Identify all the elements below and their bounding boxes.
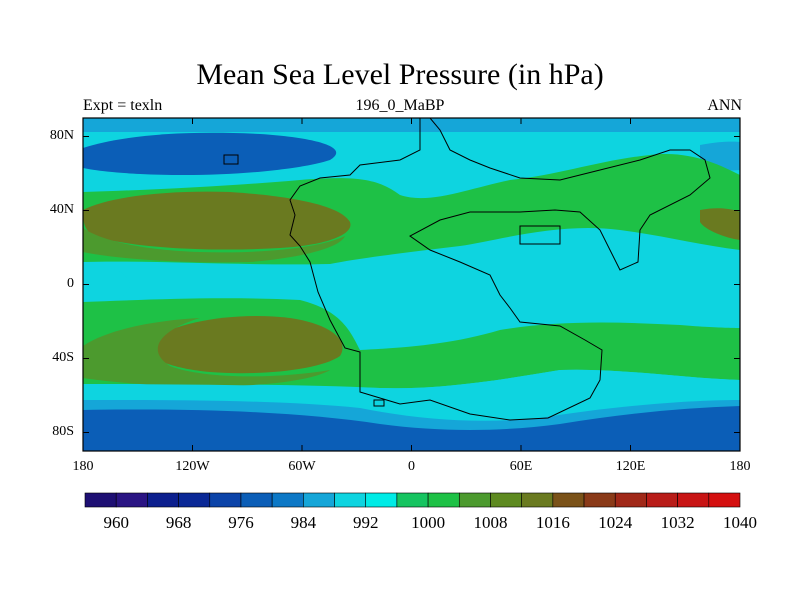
field-984-south-low xyxy=(83,406,740,451)
x-tick-label: 180 xyxy=(729,459,751,474)
colorbar-segment xyxy=(334,492,367,508)
time-label: 196_0_MaBP xyxy=(355,97,445,114)
island-outline-3 xyxy=(373,399,385,407)
colorbar-segment xyxy=(396,492,429,508)
colorbar-segment xyxy=(552,492,585,508)
field-1000-south-band xyxy=(83,369,740,421)
colorbar-segment xyxy=(303,492,335,508)
field-1016-north-high-rim xyxy=(83,228,345,263)
x-tick-label: 60E xyxy=(509,459,533,474)
field-1020-south-high xyxy=(148,316,343,374)
colorbar-segment xyxy=(427,492,460,508)
x-tick-label: 0 xyxy=(408,459,415,474)
colorbar-segment xyxy=(490,492,522,508)
season-label: ANN xyxy=(707,97,742,114)
field-984-north-low xyxy=(83,132,337,176)
colorbar-segment xyxy=(365,492,398,508)
y-tick-label: 80S xyxy=(52,423,74,439)
colorbar-segment xyxy=(115,492,148,508)
colorbar-segment xyxy=(708,492,741,508)
colorbar-segment xyxy=(147,492,179,508)
colorbar-label: 984 xyxy=(290,513,317,532)
x-tick-label: 120E xyxy=(615,459,646,474)
x-tick-label: 60W xyxy=(288,459,316,474)
colorbar-label: 1032 xyxy=(660,513,695,532)
island-outline xyxy=(223,154,239,165)
colorbar-segment xyxy=(583,492,616,508)
colorbar-label: 1024 xyxy=(598,513,633,532)
colorbar-segment xyxy=(646,492,678,508)
axis-ticks xyxy=(82,118,741,451)
field-992-arctic xyxy=(83,118,740,132)
y-tick-label: 80N xyxy=(49,127,74,143)
colorbar-segment xyxy=(240,492,273,508)
colorbar-segment xyxy=(458,492,491,508)
y-tick-label: 0 xyxy=(67,275,74,291)
colorbar-label: 960 xyxy=(103,513,129,532)
colorbar-segment xyxy=(271,492,304,508)
y-tick-label: 40N xyxy=(49,201,74,217)
x-tick-label: 120W xyxy=(175,459,210,474)
colorbar-segment xyxy=(209,492,242,508)
continent-outline xyxy=(289,118,711,421)
colorbar-label: 1000 xyxy=(411,513,446,532)
colorbar-label: 1016 xyxy=(535,513,570,532)
colorbar-segment xyxy=(614,492,647,508)
field-1020-north-high xyxy=(83,191,351,250)
x-tick-label: 180 xyxy=(72,459,94,474)
colorbar-label: 976 xyxy=(228,513,254,532)
colorbar-label: 992 xyxy=(352,513,379,532)
experiment-label: Expt = texln xyxy=(83,97,163,114)
y-tick-label: 40S xyxy=(52,349,74,365)
colorbar-segment xyxy=(178,492,211,508)
colorbar-label: 968 xyxy=(165,513,192,532)
colorbar-segment xyxy=(521,492,554,508)
field-1016-south-high-rim xyxy=(83,318,330,387)
colorbar-label: 1008 xyxy=(473,513,508,532)
colorbar-label: 1040 xyxy=(723,513,757,532)
field-1016-east-high xyxy=(700,208,740,240)
map-title: Mean Sea Level Pressure (in hPa) xyxy=(196,58,604,91)
island-outline-2 xyxy=(519,225,561,245)
field-1000-tropics-west xyxy=(83,266,130,304)
colorbar-segment xyxy=(84,492,117,508)
colorbar-segment xyxy=(677,492,710,508)
